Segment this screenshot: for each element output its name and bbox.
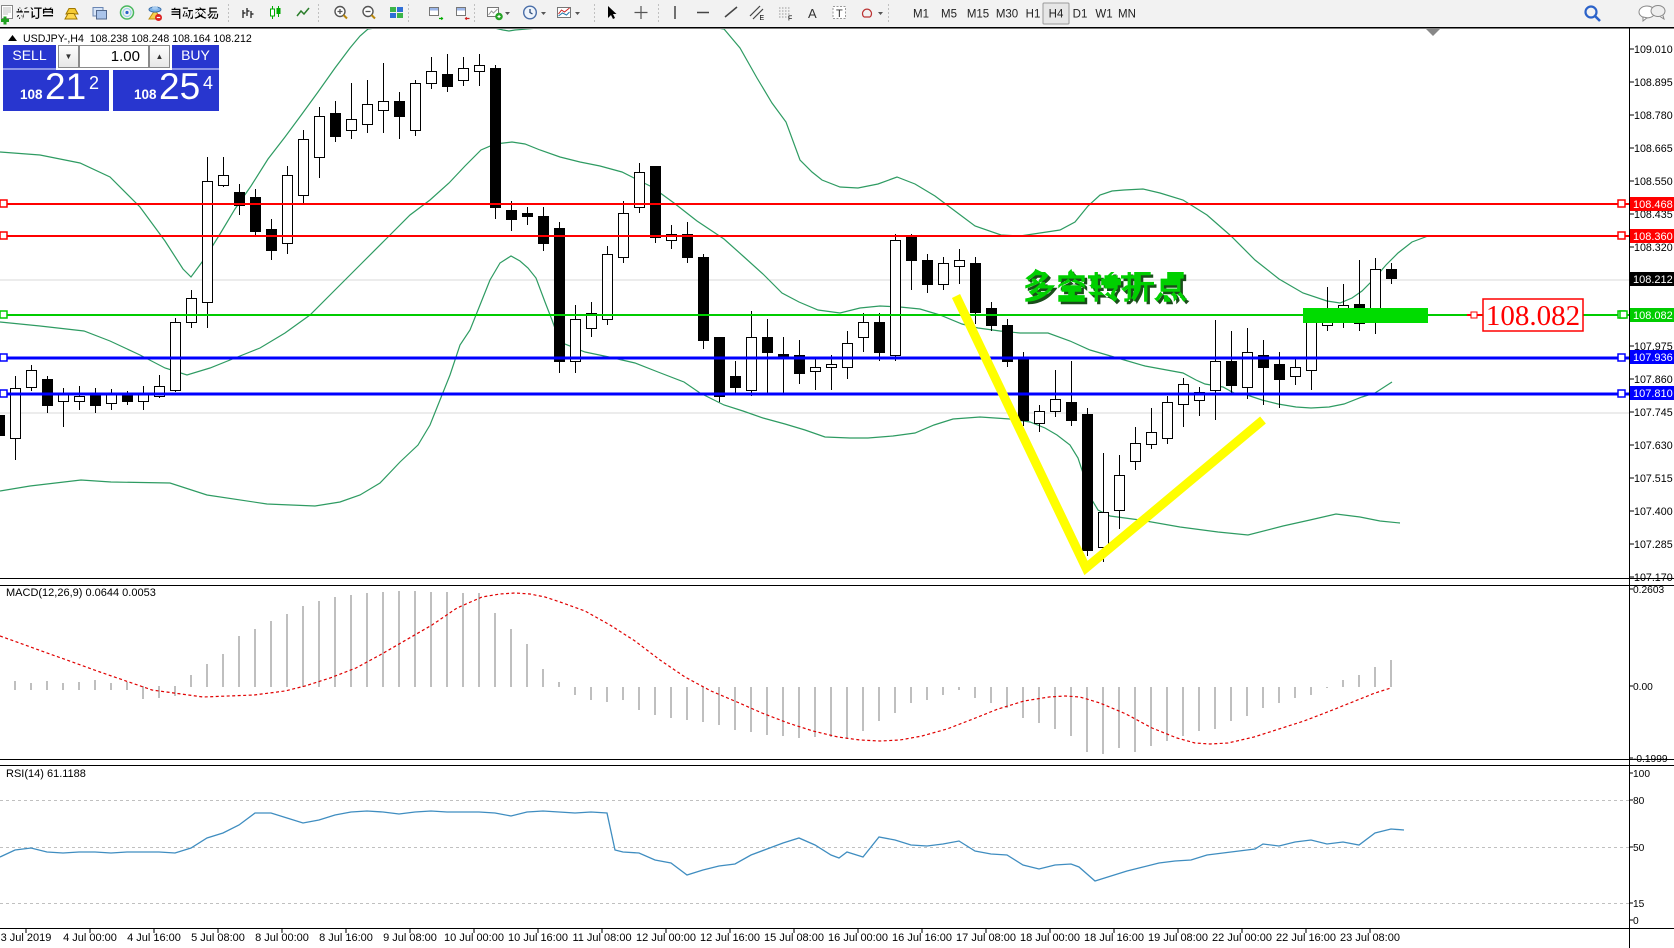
svg-text:4 Jul 00:00: 4 Jul 00:00 <box>63 932 117 944</box>
svg-text:108.082: 108.082 <box>1486 300 1580 332</box>
svg-text:M1: M1 <box>913 9 929 21</box>
svg-text:108.468: 108.468 <box>1633 199 1673 211</box>
svg-text:108.320: 108.320 <box>1634 242 1673 254</box>
svg-text:108.435: 108.435 <box>1634 209 1673 221</box>
svg-text:RSI(14) 61.1188: RSI(14) 61.1188 <box>6 768 86 780</box>
svg-text:H1: H1 <box>1026 9 1041 21</box>
svg-text:MACD(12,26,9) 0.0644 0.0053: MACD(12,26,9) 0.0644 0.0053 <box>6 587 156 599</box>
svg-text:17 Jul 08:00: 17 Jul 08:00 <box>956 932 1016 944</box>
svg-text:10 Jul 00:00: 10 Jul 00:00 <box>444 932 504 944</box>
svg-text:23 Jul 08:00: 23 Jul 08:00 <box>1340 932 1400 944</box>
svg-text:18 Jul 00:00: 18 Jul 00:00 <box>1020 932 1080 944</box>
svg-text:108.360: 108.360 <box>1633 231 1673 243</box>
svg-text:USDJPY-,H4 108.238 108.248 10: USDJPY-,H4 108.238 108.248 108.164 108.2… <box>23 33 252 45</box>
svg-text:50: 50 <box>1633 843 1645 854</box>
svg-text:107.170: 107.170 <box>1634 572 1673 584</box>
svg-text:E: E <box>760 15 765 22</box>
svg-text:D1: D1 <box>1073 9 1088 21</box>
svg-text:109.010: 109.010 <box>1634 44 1673 56</box>
svg-text:108.212: 108.212 <box>1633 274 1673 286</box>
svg-text:107.745: 107.745 <box>1634 407 1673 419</box>
svg-text:22 Jul 16:00: 22 Jul 16:00 <box>1276 932 1336 944</box>
svg-text:-0.1999: -0.1999 <box>1633 754 1668 765</box>
svg-text:12 Jul 16:00: 12 Jul 16:00 <box>700 932 760 944</box>
svg-text:107.400: 107.400 <box>1634 506 1673 518</box>
svg-text:18 Jul 16:00: 18 Jul 16:00 <box>1084 932 1144 944</box>
svg-text:107.860: 107.860 <box>1634 374 1673 386</box>
svg-text:12 Jul 00:00: 12 Jul 00:00 <box>636 932 696 944</box>
svg-text:3 Jul 2019: 3 Jul 2019 <box>1 932 52 944</box>
svg-text:F: F <box>788 16 792 23</box>
svg-text:107.515: 107.515 <box>1634 473 1673 485</box>
svg-text:108.550: 108.550 <box>1634 176 1673 188</box>
svg-text:11 Jul 08:00: 11 Jul 08:00 <box>572 932 631 944</box>
svg-text:107.285: 107.285 <box>1634 539 1673 551</box>
svg-text:108.780: 108.780 <box>1634 110 1673 122</box>
svg-text:4 Jul 16:00: 4 Jul 16:00 <box>127 932 181 944</box>
svg-text:108.665: 108.665 <box>1634 143 1673 155</box>
svg-text:107.630: 107.630 <box>1634 440 1673 452</box>
svg-text:80: 80 <box>1633 796 1645 807</box>
svg-text:H4: H4 <box>1049 9 1064 21</box>
svg-text:8 Jul 16:00: 8 Jul 16:00 <box>319 932 373 944</box>
svg-text:10 Jul 16:00: 10 Jul 16:00 <box>508 932 568 944</box>
svg-text:108.895: 108.895 <box>1634 77 1673 89</box>
svg-text:9 Jul 08:00: 9 Jul 08:00 <box>383 932 437 944</box>
svg-text:8 Jul 00:00: 8 Jul 00:00 <box>255 932 309 944</box>
svg-text:MN: MN <box>1118 9 1136 21</box>
svg-text:108.082: 108.082 <box>1633 310 1673 322</box>
svg-text:15 Jul 08:00: 15 Jul 08:00 <box>764 932 824 944</box>
svg-text:100: 100 <box>1633 769 1650 780</box>
svg-text:M15: M15 <box>967 9 989 21</box>
svg-text:5 Jul 08:00: 5 Jul 08:00 <box>191 932 245 944</box>
svg-text:107.936: 107.936 <box>1633 352 1673 364</box>
svg-text:16 Jul 16:00: 16 Jul 16:00 <box>892 932 952 944</box>
svg-text:19 Jul 08:00: 19 Jul 08:00 <box>1148 932 1208 944</box>
svg-text:0.2603: 0.2603 <box>1633 585 1664 596</box>
svg-text:15: 15 <box>1633 899 1645 910</box>
svg-text:0: 0 <box>1633 916 1639 927</box>
svg-text:107.810: 107.810 <box>1633 388 1673 400</box>
svg-text:M5: M5 <box>941 9 957 21</box>
svg-text:A: A <box>808 6 817 21</box>
svg-text:T: T <box>836 8 843 20</box>
svg-text:16 Jul 00:00: 16 Jul 00:00 <box>828 932 888 944</box>
svg-text:W1: W1 <box>1095 9 1112 21</box>
svg-text:M30: M30 <box>996 9 1018 21</box>
svg-text:0.00: 0.00 <box>1633 682 1653 693</box>
svg-text:22 Jul 00:00: 22 Jul 00:00 <box>1212 932 1272 944</box>
